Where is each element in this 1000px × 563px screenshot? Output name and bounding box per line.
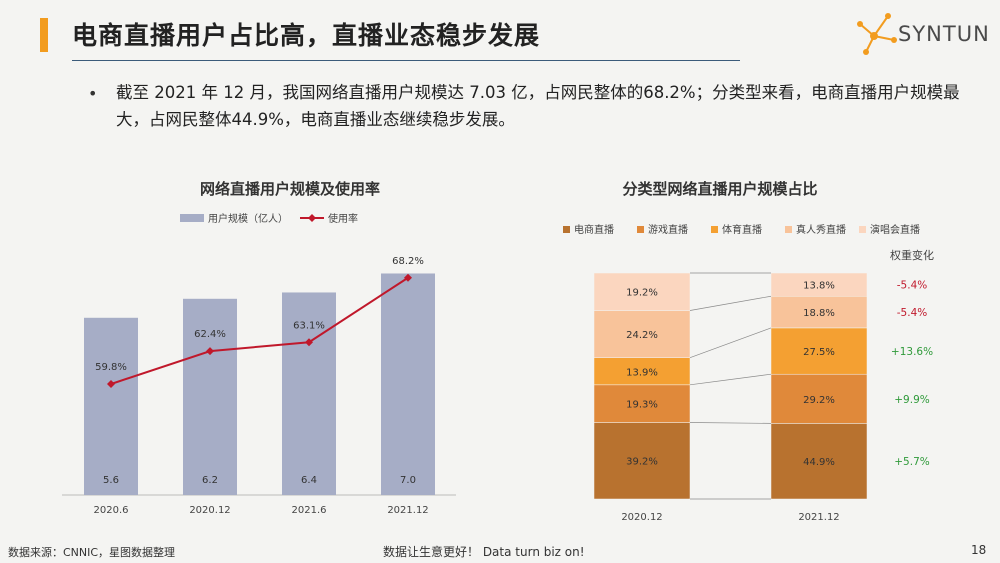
syntun-logo-icon: [857, 13, 897, 55]
x-tick-label: 2020.12: [189, 505, 230, 516]
x-tick-label: 2021.6: [292, 505, 327, 516]
legend-label-usage: 使用率: [328, 212, 358, 225]
user-bar: [282, 292, 336, 495]
user-bar: [183, 298, 237, 495]
bullet-marker: •: [88, 84, 98, 103]
chart2-title: 分类型网络直播用户规模占比: [622, 180, 818, 198]
user-bar-label: 6.2: [202, 475, 218, 486]
user-bar-label: 5.6: [103, 475, 119, 486]
usage-rate-point: [107, 380, 115, 388]
page-number: 18: [971, 543, 987, 557]
x-tick-label: 2020.6: [94, 505, 129, 516]
user-bar: [381, 273, 435, 495]
legend-marker-usage: [308, 214, 316, 222]
usage-rate-label: 59.8%: [95, 362, 127, 373]
usage-rate-label: 62.4%: [194, 329, 226, 340]
user-bar-label: 7.0: [400, 475, 416, 486]
x-tick-label: 2021.12: [387, 505, 428, 516]
footer-slogan: 数据让生意更好！ Data turn biz on!: [383, 545, 585, 559]
chart1-title: 网络直播用户规模及使用率: [199, 180, 380, 198]
title-accent-bar: [40, 18, 48, 52]
usage-rate-point: [305, 338, 313, 347]
user-bar: [84, 317, 138, 495]
usage-rate-label: 68.2%: [392, 256, 424, 267]
usage-rate-point: [404, 273, 412, 282]
data-source: 数据来源：CNNIC，星图数据整理: [8, 546, 176, 559]
legend-swatch-users: [180, 214, 204, 222]
page-title: 电商直播用户占比高，直播业态稳步发展: [72, 21, 541, 50]
usage-rate-label: 63.1%: [293, 320, 325, 331]
summary-text: 截至 2021 年 12 月，我国网络直播用户规模达 7.03 亿，占网民整体的…: [116, 83, 960, 129]
logo-text: SYNTUN: [898, 22, 990, 46]
title-divider: [72, 60, 740, 61]
usage-rate-point: [206, 347, 214, 356]
user-bar-label: 6.4: [301, 475, 317, 486]
legend-label-users: 用户规模（亿人）: [208, 212, 288, 225]
usage-rate-line: [110, 276, 409, 385]
